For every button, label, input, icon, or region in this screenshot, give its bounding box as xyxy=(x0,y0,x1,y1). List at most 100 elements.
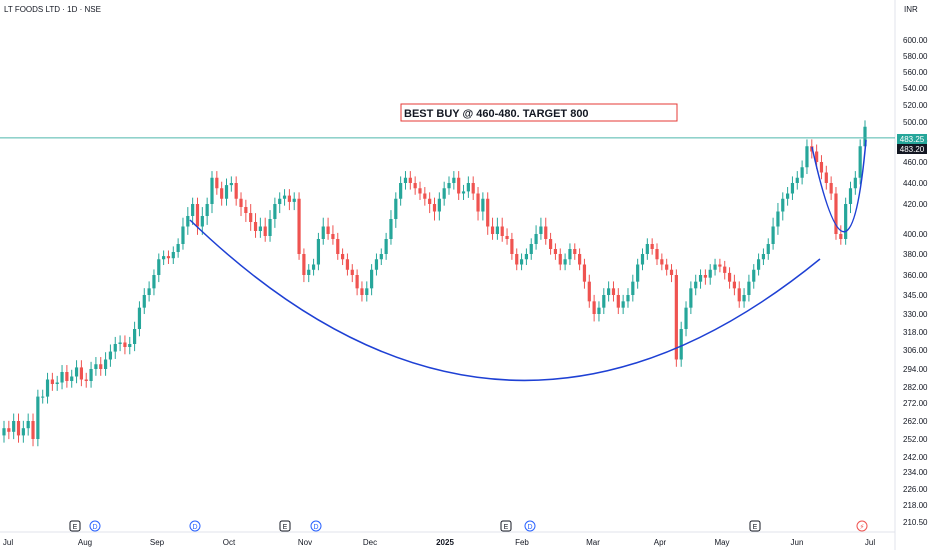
candle xyxy=(7,420,11,440)
candle xyxy=(834,187,838,240)
candle xyxy=(379,248,383,266)
time-axis[interactable]: Jul Aug Sep Oct Nov Dec 2025 Feb Mar Apr May Jun Jul xyxy=(3,538,875,547)
candle xyxy=(162,250,166,266)
candle xyxy=(147,281,151,302)
candle xyxy=(558,248,562,271)
candle xyxy=(316,232,321,271)
secondary-price-text: 483.20 xyxy=(900,145,925,154)
svg-text:E: E xyxy=(753,524,758,531)
candle xyxy=(848,181,853,214)
candle xyxy=(99,357,103,376)
x-tick-label: Sep xyxy=(150,538,165,547)
candle xyxy=(418,181,422,200)
candle xyxy=(636,258,640,289)
candle xyxy=(660,253,664,271)
candle xyxy=(824,165,828,190)
y-tick-label: 560.00 xyxy=(903,68,928,77)
candle xyxy=(737,281,741,308)
candle xyxy=(742,288,746,308)
candle xyxy=(621,294,625,315)
annotation-text: BEST BUY @ 460-480. TARGET 800 xyxy=(404,108,589,120)
y-tick-label: 318.00 xyxy=(903,328,928,337)
candle xyxy=(282,189,287,206)
candle xyxy=(79,360,83,387)
y-tick-label: 242.00 xyxy=(903,453,928,462)
candle xyxy=(45,372,50,404)
event-marker[interactable]: E xyxy=(749,520,761,532)
candle xyxy=(471,176,475,200)
candle xyxy=(432,197,437,221)
candle xyxy=(476,187,480,221)
event-marker[interactable]: E xyxy=(279,520,291,532)
candle xyxy=(65,365,69,388)
candle xyxy=(200,207,204,235)
candle xyxy=(490,217,495,240)
candle xyxy=(331,225,335,245)
candle xyxy=(679,321,683,367)
candle xyxy=(602,288,606,315)
event-marker[interactable]: D xyxy=(524,520,536,532)
svg-text:E: E xyxy=(283,524,288,531)
candle xyxy=(568,243,572,266)
y-tick-label: 345.00 xyxy=(903,291,928,300)
candle xyxy=(2,420,6,443)
candle xyxy=(89,361,93,388)
event-marker[interactable]: E xyxy=(69,520,81,532)
candle xyxy=(563,253,567,271)
candle xyxy=(515,248,519,271)
y-tick-label: 540.00 xyxy=(903,84,928,93)
candle xyxy=(181,217,185,250)
candle xyxy=(781,192,785,221)
candle xyxy=(128,336,132,355)
candle xyxy=(544,217,548,245)
y-tick-label: 400.00 xyxy=(903,230,928,239)
candle xyxy=(829,176,833,200)
candle xyxy=(776,202,780,235)
x-tick-label: 2025 xyxy=(436,538,454,547)
currency-label: INR xyxy=(904,5,918,14)
candle xyxy=(340,248,345,266)
candle xyxy=(481,192,485,221)
x-tick-label: Dec xyxy=(363,538,377,547)
candle xyxy=(307,264,311,283)
candle xyxy=(253,213,258,238)
candle xyxy=(694,274,698,296)
candle xyxy=(389,210,393,245)
candle xyxy=(191,197,195,225)
candle xyxy=(853,171,857,195)
candle xyxy=(486,192,490,235)
candle xyxy=(437,192,441,221)
candle xyxy=(631,274,635,302)
y-tick-label: 380.00 xyxy=(903,250,928,259)
candle xyxy=(55,375,59,391)
candle xyxy=(408,171,412,190)
price-tag-secondary: 483.20 xyxy=(897,144,927,154)
annotation-box[interactable] xyxy=(400,103,678,122)
event-marker[interactable]: E xyxy=(500,520,512,532)
candle xyxy=(553,243,558,260)
event-marker[interactable]: D xyxy=(310,520,322,532)
candle xyxy=(374,253,379,276)
candle xyxy=(36,389,40,447)
event-marker[interactable]: D xyxy=(89,520,101,532)
event-marker[interactable]: ⚡ xyxy=(856,520,868,532)
y-tick-label: 360.00 xyxy=(903,271,928,280)
candle xyxy=(607,281,611,302)
candle xyxy=(718,258,722,273)
candle xyxy=(360,281,364,302)
candle xyxy=(505,228,509,245)
svg-text:D: D xyxy=(92,524,97,531)
candle xyxy=(113,336,117,359)
candle xyxy=(94,357,98,376)
y-tick-label: 294.00 xyxy=(903,365,928,374)
candle xyxy=(495,217,499,240)
candle xyxy=(771,217,775,250)
candle xyxy=(403,171,408,190)
candle xyxy=(795,171,799,190)
candle xyxy=(539,217,543,240)
event-markers: E D D E D E D E ⚡ xyxy=(69,520,868,532)
event-marker[interactable]: D xyxy=(189,520,201,532)
candle xyxy=(761,248,766,266)
candle xyxy=(311,258,316,276)
